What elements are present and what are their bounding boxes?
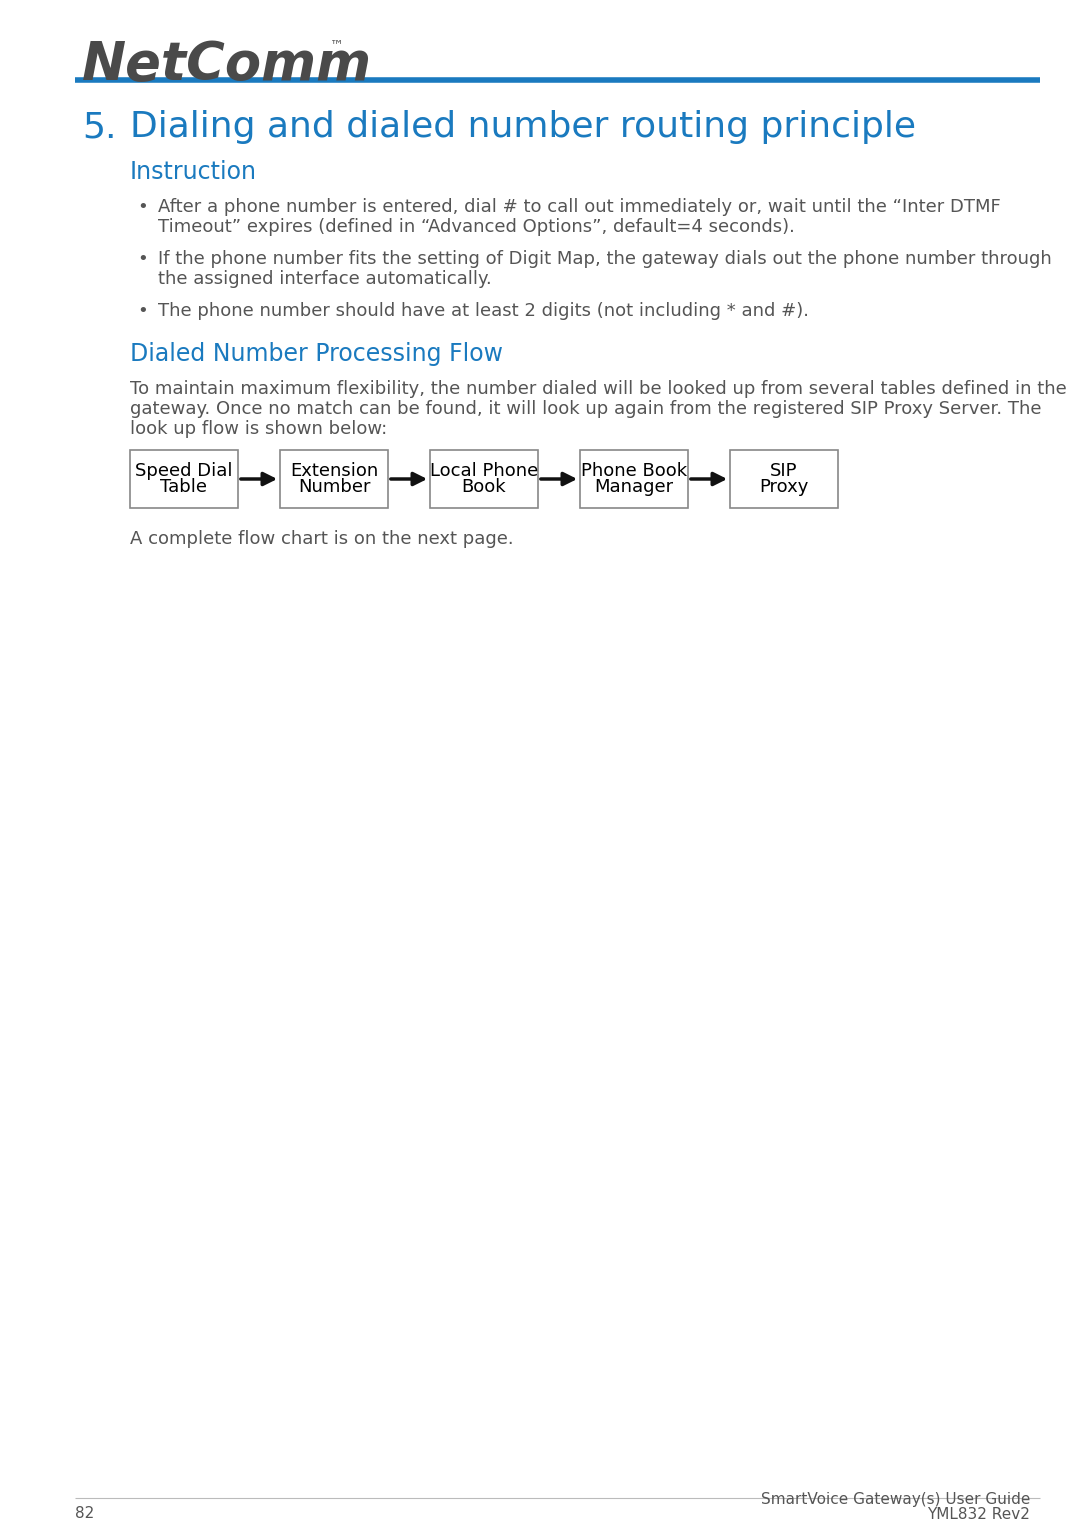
Text: •: • [137, 198, 148, 216]
Text: Speed Dial: Speed Dial [135, 463, 233, 481]
Text: SmartVoice Gateway(s) User Guide: SmartVoice Gateway(s) User Guide [760, 1492, 1030, 1507]
Bar [130, 450, 238, 509]
Text: the assigned interface automatically.: the assigned interface automatically. [158, 270, 491, 288]
Text: Book: Book [461, 478, 507, 495]
Text: A complete flow chart is on the next page.: A complete flow chart is on the next pag… [130, 530, 514, 548]
Text: Dialed Number Processing Flow: Dialed Number Processing Flow [130, 342, 503, 366]
Text: 82: 82 [75, 1506, 94, 1520]
Text: YML832 Rev2: YML832 Rev2 [927, 1507, 1030, 1521]
Text: Timeout” expires (defined in “Advanced Options”, default=4 seconds).: Timeout” expires (defined in “Advanced O… [158, 218, 795, 236]
Text: After a phone number is entered, dial # to call out immediately or, wait until t: After a phone number is entered, dial # … [158, 198, 1001, 216]
Text: 5.: 5. [82, 110, 117, 144]
Text: Proxy: Proxy [759, 478, 809, 495]
Text: gateway. Once no match can be found, it will look up again from the registered S: gateway. Once no match can be found, it … [130, 400, 1041, 418]
Text: ™: ™ [330, 38, 343, 52]
Text: Table: Table [161, 478, 207, 495]
Text: Instruction: Instruction [130, 159, 257, 184]
Text: look up flow is shown below:: look up flow is shown below: [130, 420, 388, 438]
Bar [280, 450, 388, 509]
Text: Manager: Manager [594, 478, 674, 495]
Text: The phone number should have at least 2 digits (not including * and #).: The phone number should have at least 2 … [158, 302, 809, 320]
Bar [730, 450, 838, 509]
Text: Number: Number [298, 478, 370, 495]
Text: To maintain maximum flexibility, the number dialed will be looked up from severa: To maintain maximum flexibility, the num… [130, 380, 1067, 398]
Bar [580, 450, 688, 509]
Text: Phone Book: Phone Book [581, 463, 687, 481]
Bar [430, 450, 538, 509]
Text: •: • [137, 250, 148, 268]
Text: Extension: Extension [289, 463, 378, 481]
Text: Dialing and dialed number routing principle: Dialing and dialed number routing princi… [130, 110, 916, 144]
Text: Local Phone: Local Phone [430, 463, 538, 481]
Text: •: • [137, 302, 148, 320]
Text: SIP: SIP [770, 463, 798, 481]
Text: If the phone number fits the setting of Digit Map, the gateway dials out the pho: If the phone number fits the setting of … [158, 250, 1052, 268]
Text: NetComm: NetComm [82, 38, 373, 90]
